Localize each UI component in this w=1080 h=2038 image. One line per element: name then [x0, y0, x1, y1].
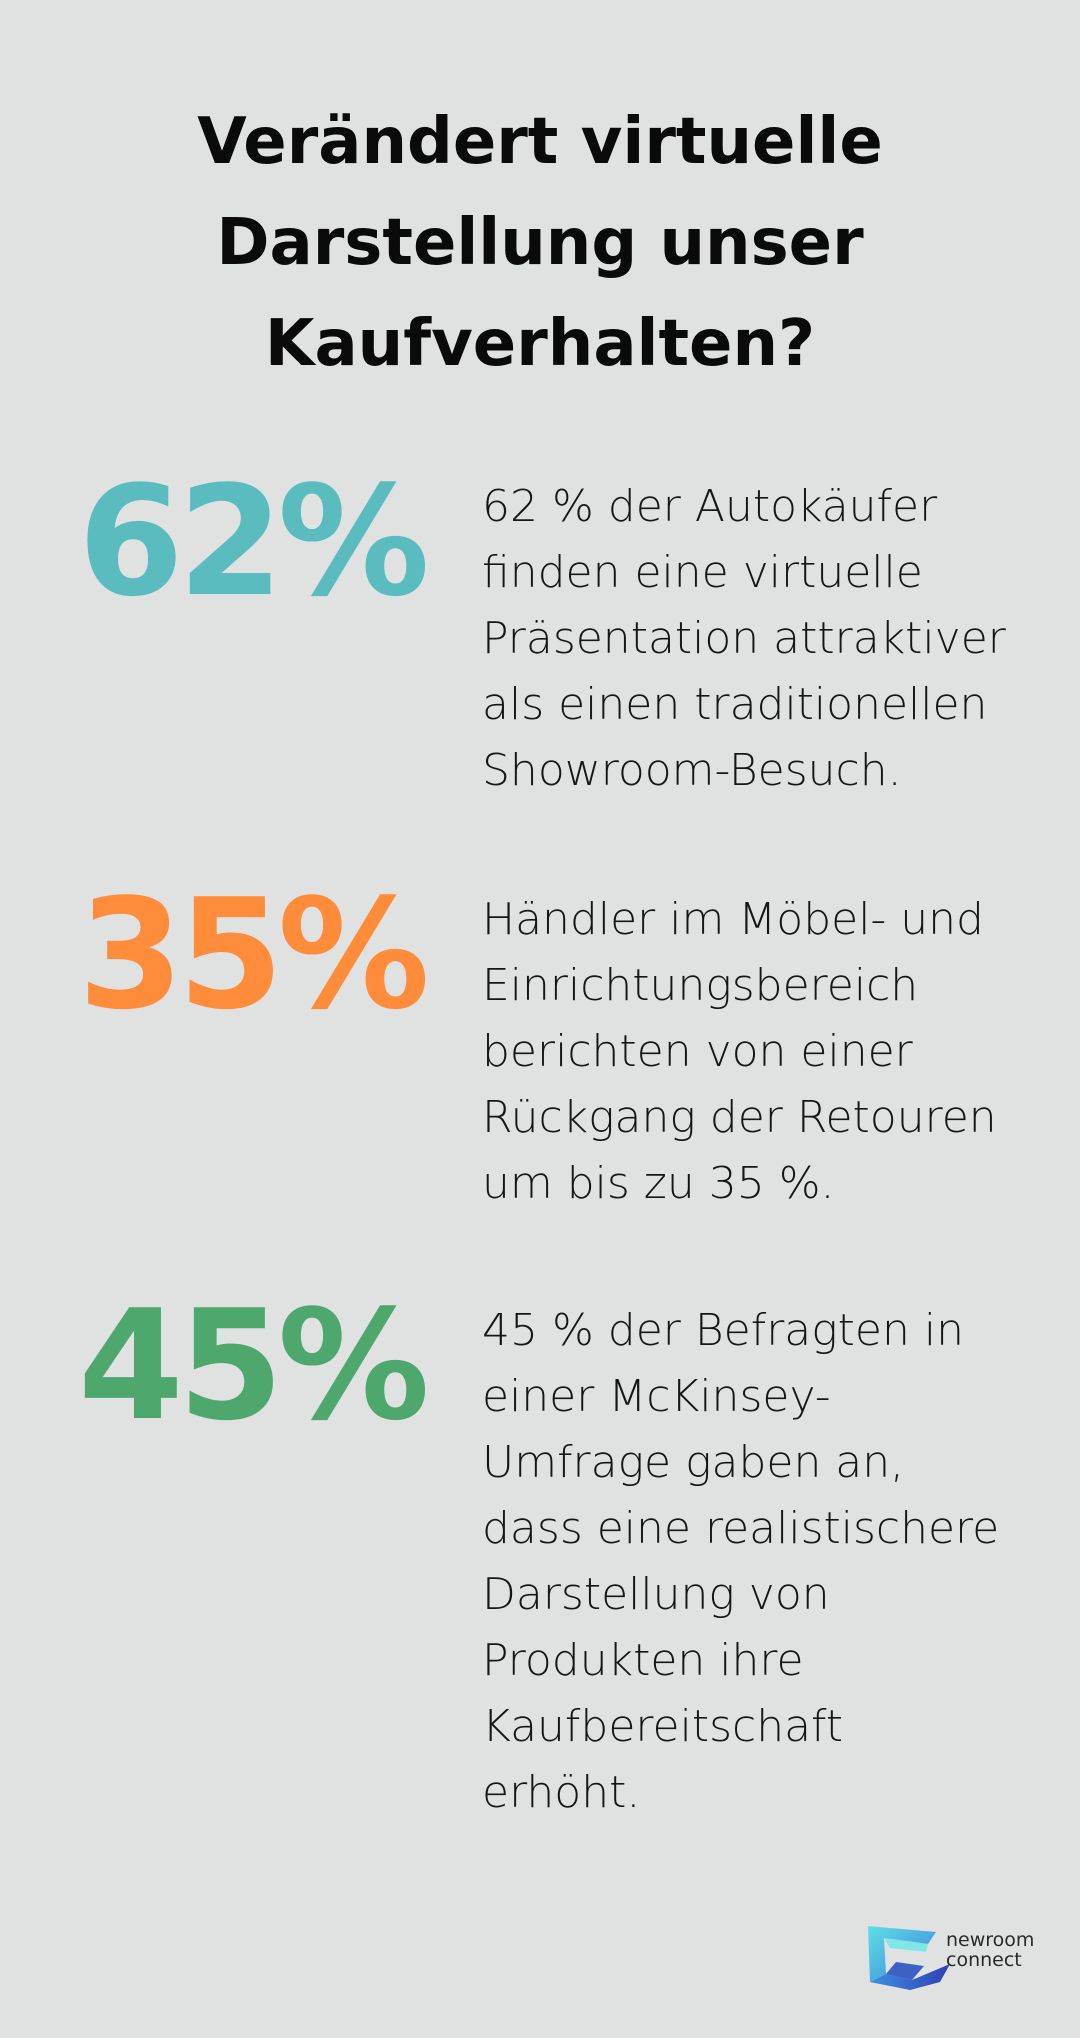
stat-number: 45%	[78, 1277, 430, 1454]
logo-line-2: connect	[946, 1949, 1022, 1971]
newroom-connect-logo-icon	[868, 1926, 950, 1990]
logo-line-1: newroom	[946, 1929, 1035, 1951]
stat-number: 35%	[78, 866, 430, 1043]
stat-description: Händler im Möbel- und Einrichtungsbereic…	[482, 894, 997, 1209]
page-title: Verändert virtuelle Darstellung unser Ka…	[197, 105, 883, 381]
stat-description: 45 % der Befragten in einer McKinsey-Umf…	[482, 1305, 1000, 1818]
brand-logo: newroom connect	[866, 1920, 1046, 1996]
stat-number: 62%	[78, 453, 430, 630]
logo-wordmark: newroom connect	[946, 1930, 1034, 1970]
stat-description: 62 % der Autokäufer finden eine virtuell…	[482, 481, 1006, 796]
